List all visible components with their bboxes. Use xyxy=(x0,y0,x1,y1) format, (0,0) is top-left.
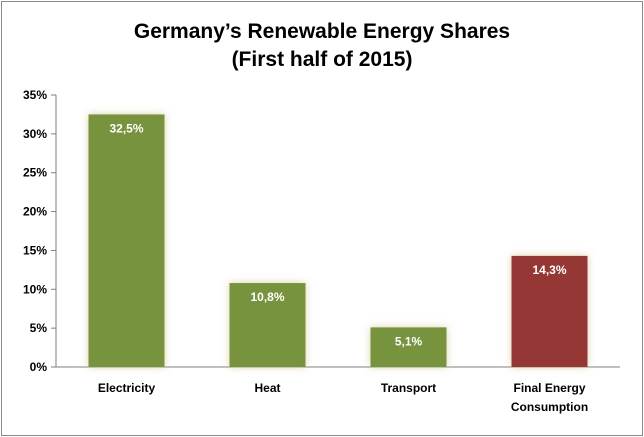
bar xyxy=(229,283,306,367)
data-label: 32,5% xyxy=(109,121,143,135)
x-category-label: Heat xyxy=(254,381,280,395)
chart-title: Germany’s Renewable Energy Shares xyxy=(133,20,511,43)
data-label: 10,8% xyxy=(250,290,284,304)
y-tick-label: 15% xyxy=(23,243,47,257)
y-tick-label: 0% xyxy=(30,360,48,374)
y-tick-label: 25% xyxy=(23,166,47,180)
y-tick-label: 10% xyxy=(23,282,47,296)
chart-subtitle: (First half of 2015) xyxy=(231,48,413,71)
y-tick-label: 20% xyxy=(23,205,47,219)
y-tick-label: 30% xyxy=(23,127,47,141)
x-category-label: Final Energy xyxy=(513,381,585,395)
chart-title-block: Germany’s Renewable Energy Shares (First… xyxy=(0,18,644,74)
bar xyxy=(370,327,447,367)
bar xyxy=(511,255,588,367)
y-tick-label: 5% xyxy=(30,321,48,335)
data-label: 14,3% xyxy=(532,263,566,277)
x-category-label: Consumption xyxy=(511,400,588,414)
x-category-label: Transport xyxy=(381,381,436,395)
x-category-label: Electricity xyxy=(98,381,156,395)
data-label: 5,1% xyxy=(395,334,423,348)
bar xyxy=(88,114,165,367)
y-tick-label: 35% xyxy=(23,88,47,102)
